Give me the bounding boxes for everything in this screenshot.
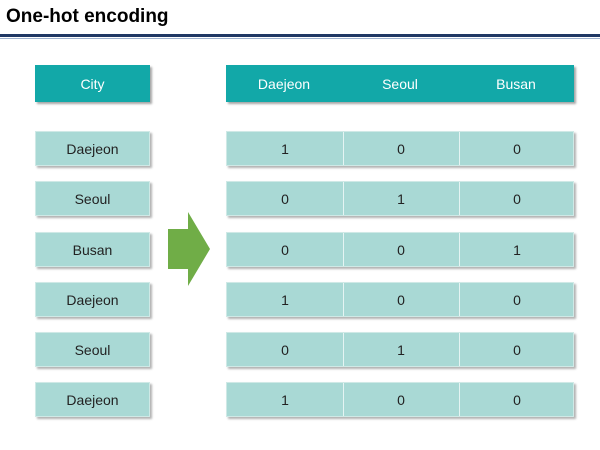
title-rule (0, 34, 600, 37)
one-hot-row: 1 0 0 (226, 382, 574, 417)
city-cell: Daejeon (35, 282, 150, 317)
cell-divider (343, 132, 344, 165)
cell-divider (459, 233, 460, 266)
header-seoul: Seoul (382, 75, 418, 92)
one-hot-cell: 1 (513, 241, 521, 258)
right-arrow-icon (168, 212, 210, 286)
city-cell: Busan (35, 232, 150, 267)
one-hot-cell: 1 (281, 391, 289, 408)
header-daejeon: Daejeon (257, 75, 311, 92)
one-hot-cell: 0 (281, 241, 289, 258)
city-cell: Daejeon (35, 382, 150, 417)
city-cell: Seoul (35, 332, 150, 367)
one-hot-cell: 0 (397, 391, 405, 408)
city-cell: Daejeon (35, 131, 150, 166)
one-hot-cell: 0 (281, 190, 289, 207)
one-hot-cell: 0 (513, 190, 521, 207)
cell-divider (343, 182, 344, 215)
cell-divider (459, 283, 460, 316)
cell-divider (343, 233, 344, 266)
one-hot-cell: 1 (281, 291, 289, 308)
cell-divider (343, 383, 344, 416)
one-hot-row: 0 1 0 (226, 181, 574, 216)
one-hot-cell: 0 (513, 291, 521, 308)
one-hot-row: 1 0 0 (226, 131, 574, 166)
cell-divider (459, 333, 460, 366)
one-hot-row: 1 0 0 (226, 282, 574, 317)
one-hot-cell: 0 (281, 341, 289, 358)
title-rule-thin (0, 38, 600, 39)
one-hot-cell: 0 (397, 140, 405, 157)
one-hot-row: 0 0 1 (226, 232, 574, 267)
one-hot-cell: 0 (513, 391, 521, 408)
header-busan: Busan (496, 75, 536, 92)
city-header: City (35, 65, 150, 102)
one-hot-header-row: Daejeon Seoul Busan (226, 65, 574, 102)
one-hot-cell: 0 (397, 291, 405, 308)
one-hot-cell: 1 (397, 341, 405, 358)
cell-divider (343, 333, 344, 366)
one-hot-cell: 0 (513, 140, 521, 157)
one-hot-cell: 0 (513, 341, 521, 358)
one-hot-row: 0 1 0 (226, 332, 574, 367)
cell-divider (343, 283, 344, 316)
slide-title: One-hot encoding (6, 6, 169, 27)
city-cell: Seoul (35, 181, 150, 216)
one-hot-cell: 0 (397, 241, 405, 258)
cell-divider (459, 182, 460, 215)
one-hot-cell: 1 (281, 140, 289, 157)
one-hot-cell: 1 (397, 190, 405, 207)
cell-divider (459, 132, 460, 165)
cell-divider (459, 383, 460, 416)
